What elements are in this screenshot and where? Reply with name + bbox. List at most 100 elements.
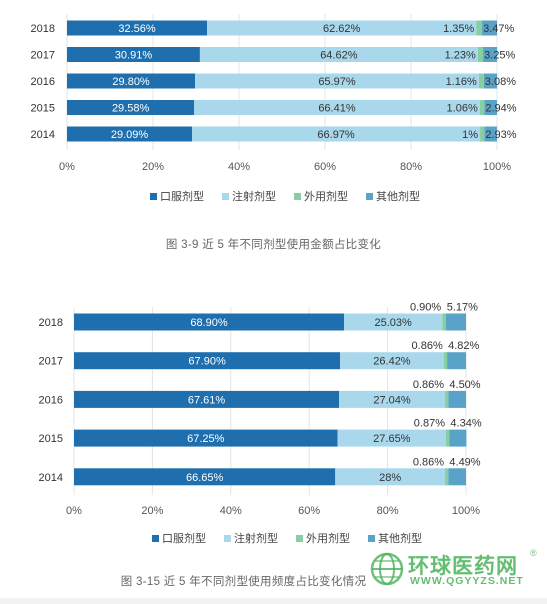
- data-label: 0.86%: [413, 379, 444, 391]
- bar-segment: [340, 352, 444, 370]
- data-label: 32.56%: [118, 23, 156, 35]
- legend-swatch: [152, 535, 159, 542]
- data-label: 64.62%: [320, 50, 358, 62]
- bar-segment: [74, 468, 336, 486]
- bar-segment: [74, 313, 345, 331]
- data-label: 3.25%: [484, 50, 515, 62]
- data-label: 66.97%: [317, 129, 355, 141]
- category-label: 2016: [39, 394, 63, 406]
- chart-frequency-share: 0% 20% 40% 60% 80% 100% 2018 68.90% 25.03% 0.90% 5…: [39, 302, 482, 546]
- bar-segment: [443, 352, 448, 370]
- x-tick-label: 40%: [228, 161, 250, 173]
- legend-swatch: [368, 535, 375, 542]
- bar-segment: [344, 313, 443, 331]
- legend-label: 其他剂型: [378, 531, 422, 545]
- bar-segment: [449, 429, 467, 447]
- data-label: 0.86%: [413, 456, 444, 468]
- bar-segment: [447, 352, 466, 370]
- data-label: 67.90%: [188, 356, 226, 368]
- bar-segment: [445, 468, 449, 486]
- bar-segment: [448, 468, 466, 486]
- bar-segment: [67, 20, 208, 36]
- data-label: 4.34%: [450, 418, 481, 430]
- category-label: 2014: [39, 472, 63, 484]
- bar-segment: [445, 390, 449, 408]
- bar-segment: [483, 73, 498, 89]
- x-tick-label: 100%: [483, 161, 511, 173]
- bar-segment: [477, 47, 484, 62]
- data-label: 1.16%: [446, 76, 477, 88]
- bar-segment: [74, 390, 340, 408]
- category-label: 2017: [39, 356, 63, 368]
- data-label: 26.42%: [373, 356, 411, 368]
- data-label: 2.93%: [485, 129, 516, 141]
- data-label: 4.82%: [448, 340, 479, 352]
- data-label: 62.62%: [323, 23, 361, 35]
- bar-segment: [448, 390, 467, 408]
- legend-label: 注射剂型: [232, 189, 276, 203]
- category-label: 2015: [39, 433, 63, 445]
- data-label: 2.94%: [485, 103, 516, 115]
- data-label: 66.65%: [186, 472, 224, 484]
- x-tick-label: 60%: [314, 161, 336, 173]
- data-label: 66.41%: [318, 103, 356, 115]
- data-label: 65.97%: [318, 76, 356, 88]
- watermark-url: WWW.QGYYZS.NET: [410, 575, 524, 587]
- bar-segment: [335, 468, 446, 486]
- watermark-registered-mark: ®: [530, 548, 537, 558]
- legend-label: 口服剂型: [160, 189, 204, 203]
- bottom-strip: [0, 598, 547, 604]
- legend-swatch: [294, 193, 301, 200]
- data-label: 1.35%: [443, 23, 474, 35]
- bar-segment: [67, 126, 193, 142]
- data-label: 29.58%: [112, 103, 150, 115]
- data-label: 29.09%: [111, 129, 149, 141]
- data-label: 27.65%: [373, 433, 411, 445]
- legend-swatch: [366, 193, 373, 200]
- data-label: 67.61%: [188, 394, 226, 406]
- bar-segment: [199, 47, 478, 62]
- data-label: 5.17%: [447, 302, 478, 314]
- data-label: 0.86%: [412, 340, 443, 352]
- data-label: 1.06%: [447, 103, 478, 115]
- bar-segment: [482, 20, 497, 36]
- category-label: 2014: [31, 129, 55, 141]
- x-tick-label: 20%: [141, 505, 163, 517]
- bar-segment: [192, 126, 481, 142]
- data-label: 4.49%: [449, 456, 480, 468]
- legend-label: 外用剂型: [304, 189, 348, 203]
- data-label: 4.50%: [449, 379, 480, 391]
- bar-segment: [480, 126, 485, 142]
- globe-logo-icon: [370, 552, 404, 586]
- category-label: 2018: [31, 23, 55, 35]
- x-tick-label: 40%: [220, 505, 242, 517]
- data-label: 67.25%: [187, 433, 225, 445]
- bar-segment: [194, 100, 480, 115]
- category-label: 2016: [31, 76, 55, 88]
- x-tick-label: 80%: [400, 161, 422, 173]
- bar-segment: [67, 47, 200, 62]
- bar-segment: [67, 73, 196, 89]
- x-tick-label: 0%: [66, 505, 82, 517]
- x-tick-label: 60%: [298, 505, 320, 517]
- bar-segment: [337, 429, 447, 447]
- legend-label: 注射剂型: [234, 531, 278, 545]
- legend-swatch: [296, 535, 303, 542]
- data-label: 68.90%: [190, 317, 228, 329]
- bar-segment: [195, 73, 479, 89]
- category-label: 2015: [31, 103, 55, 115]
- watermark-name: 环球医药网: [408, 555, 518, 578]
- x-tick-label: 80%: [377, 505, 399, 517]
- legend-label: 外用剂型: [306, 531, 350, 545]
- bar-segment: [484, 126, 497, 142]
- data-label: 0.87%: [414, 418, 445, 430]
- data-label: 0.90%: [410, 302, 441, 314]
- data-label: 29.80%: [112, 76, 150, 88]
- data-label: 27.04%: [373, 394, 411, 406]
- data-label: 25.03%: [374, 317, 412, 329]
- legend-swatch: [224, 535, 231, 542]
- x-tick-label: 100%: [452, 505, 480, 517]
- bar-segment: [445, 313, 466, 331]
- data-label: 1%: [462, 129, 478, 141]
- legend-swatch: [150, 193, 157, 200]
